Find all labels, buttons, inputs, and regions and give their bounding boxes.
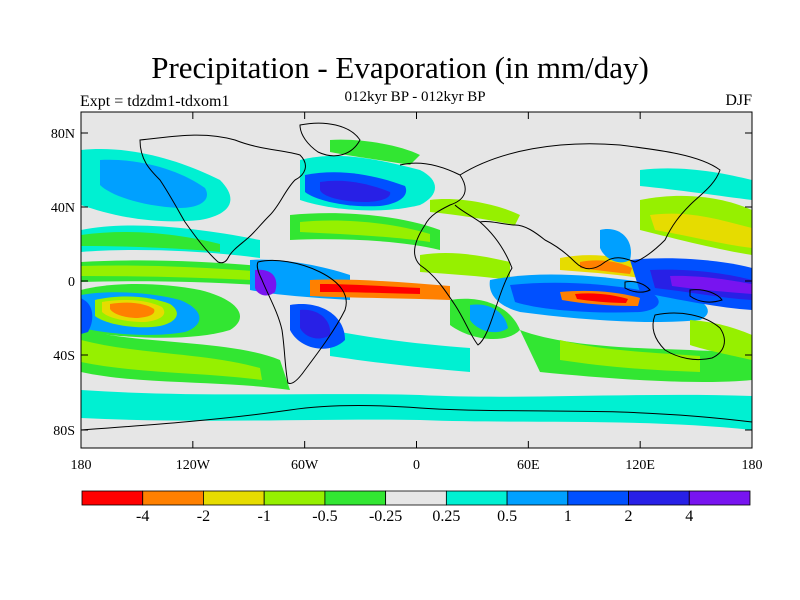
- legend-label: 4: [685, 508, 694, 525]
- region-southern-ocean: [81, 390, 752, 430]
- legend-swatch: [445, 490, 508, 506]
- region-greenland-sea: [330, 139, 420, 165]
- region-south-china-sea: [600, 229, 631, 263]
- legend-label: 1: [563, 508, 572, 525]
- legend-label: -0.25: [368, 508, 403, 525]
- legend-label: -1: [257, 508, 271, 525]
- field-layer: [81, 112, 752, 448]
- region-west-pacific-max: [670, 275, 752, 294]
- lon-tick-label: 180: [742, 458, 763, 473]
- legend-swatch: [142, 490, 204, 506]
- season-label: DJF: [725, 92, 752, 109]
- region-indian-ocean-dry-core: [575, 293, 628, 303]
- lat-tick-label: 40N: [51, 201, 75, 216]
- legend-swatch: [324, 490, 387, 506]
- coast-greenland: [299, 122, 361, 157]
- coast-south-america: [256, 259, 347, 384]
- region-north-atlantic-darkblue: [320, 180, 391, 202]
- lat-tick-label: 80S: [53, 424, 75, 439]
- region-bay-of-bengal-core: [580, 260, 632, 274]
- lon-tick-label: 120W: [176, 458, 211, 473]
- coastlines: [80, 122, 753, 431]
- lon-tick-label: 120E: [625, 458, 655, 473]
- legend-label: 0.25: [432, 508, 461, 525]
- region-south-atlantic: [330, 330, 470, 372]
- region-pacific-darkblue: [81, 298, 93, 334]
- coast-europe-africa: [399, 162, 513, 346]
- lat-tick-label: 0: [68, 275, 75, 290]
- coast-australia: [652, 312, 725, 361]
- legend-swatch: [385, 490, 447, 506]
- region-south-indian-inner: [560, 340, 700, 372]
- color-legend: [81, 490, 751, 506]
- coast-north-america: [139, 134, 306, 264]
- lat-tick-label: 80N: [51, 127, 75, 142]
- region-brazil-darkblue: [300, 309, 331, 339]
- region-itcz-pacific-inner: [81, 265, 290, 282]
- legend-swatch: [506, 490, 569, 506]
- plot-subtitle: 012kyr BP - 012kyr BP: [344, 89, 486, 105]
- region-south-pacific-inner: [81, 340, 262, 380]
- axis-ticks: 80N 40N 0 40S 80S 180 120W 60W 0 60E 120E 180: [51, 112, 763, 473]
- legend-label: -2: [196, 508, 211, 525]
- legend-swatch: [81, 490, 144, 506]
- region-kuroshio: [640, 168, 752, 200]
- region-south-africa-blue: [470, 304, 508, 333]
- coast-antarctica: [80, 405, 753, 431]
- region-subtropical-atlantic-inner: [300, 220, 430, 242]
- legend-swatch: [628, 490, 690, 506]
- legend-swatch: [688, 490, 751, 506]
- region-antarctica: [81, 430, 752, 448]
- region-north-pacific-storm-blue: [100, 159, 208, 208]
- region-mediterranean: [430, 199, 520, 225]
- lon-tick-label: 60W: [291, 458, 319, 473]
- legend-label: -4: [136, 508, 150, 525]
- region-south-atlantic-dry-core: [320, 284, 420, 294]
- coast-borneo: [624, 281, 651, 293]
- legend-swatch: [263, 490, 326, 506]
- lat-tick-label: 40S: [53, 349, 75, 364]
- region-sahel: [420, 252, 510, 280]
- legend-swatch: [567, 490, 629, 506]
- region-north-pacific-green: [81, 231, 220, 252]
- coast-asia: [459, 143, 721, 270]
- coast-new-guinea: [689, 289, 723, 303]
- legend-label: -0.5: [312, 508, 338, 525]
- region-south-west-pacific: [690, 320, 752, 360]
- lon-tick-label: 60E: [517, 458, 540, 473]
- plot-title: Precipitation - Evaporation (in mm/day): [151, 50, 649, 85]
- legend-label: 2: [624, 508, 633, 525]
- legend-swatch: [203, 490, 265, 506]
- lon-tick-label: 180: [71, 458, 92, 473]
- experiment-label: Expt = tdzdm1-tdxom1: [80, 93, 230, 110]
- legend-label: 0.5: [497, 508, 518, 525]
- lon-tick-label: 0: [413, 458, 420, 473]
- region-pacific-orange: [110, 302, 155, 318]
